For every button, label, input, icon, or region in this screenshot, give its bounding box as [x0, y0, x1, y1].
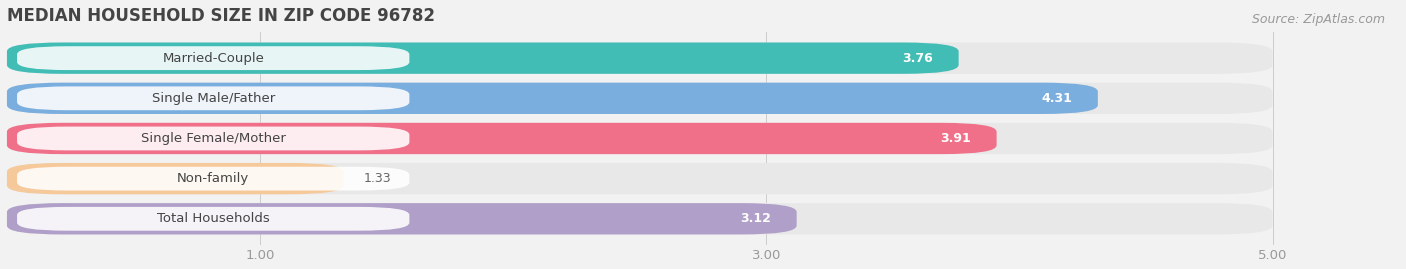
Text: 3.91: 3.91 — [941, 132, 972, 145]
FancyBboxPatch shape — [7, 123, 1272, 154]
Text: Source: ZipAtlas.com: Source: ZipAtlas.com — [1251, 13, 1385, 26]
FancyBboxPatch shape — [17, 86, 409, 110]
FancyBboxPatch shape — [7, 83, 1272, 114]
Text: Single Male/Father: Single Male/Father — [152, 92, 274, 105]
FancyBboxPatch shape — [7, 163, 1272, 194]
Text: Total Households: Total Households — [157, 212, 270, 225]
Text: 1.33: 1.33 — [364, 172, 391, 185]
FancyBboxPatch shape — [7, 203, 1272, 235]
Text: 3.12: 3.12 — [741, 212, 772, 225]
Text: Non-family: Non-family — [177, 172, 249, 185]
Text: MEDIAN HOUSEHOLD SIZE IN ZIP CODE 96782: MEDIAN HOUSEHOLD SIZE IN ZIP CODE 96782 — [7, 7, 434, 25]
FancyBboxPatch shape — [17, 46, 409, 70]
FancyBboxPatch shape — [7, 83, 1098, 114]
FancyBboxPatch shape — [7, 163, 343, 194]
FancyBboxPatch shape — [17, 127, 409, 150]
FancyBboxPatch shape — [7, 43, 1272, 74]
Text: 4.31: 4.31 — [1042, 92, 1073, 105]
Text: 3.76: 3.76 — [903, 52, 934, 65]
FancyBboxPatch shape — [7, 203, 797, 235]
Text: Single Female/Mother: Single Female/Mother — [141, 132, 285, 145]
FancyBboxPatch shape — [7, 123, 997, 154]
FancyBboxPatch shape — [17, 207, 409, 231]
Text: Married-Couple: Married-Couple — [162, 52, 264, 65]
FancyBboxPatch shape — [7, 43, 959, 74]
FancyBboxPatch shape — [17, 167, 409, 190]
